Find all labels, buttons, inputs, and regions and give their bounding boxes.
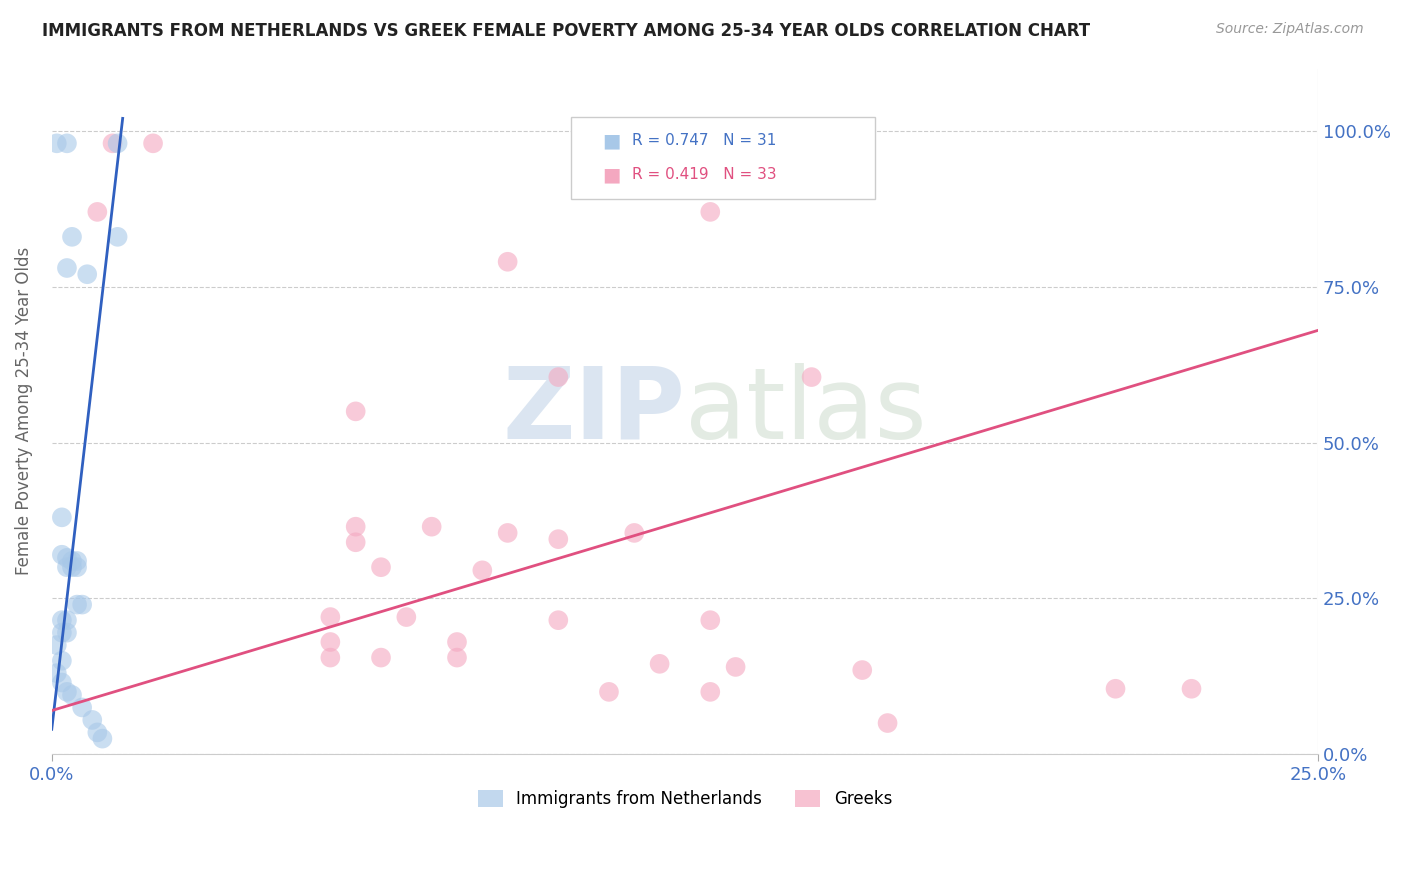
Point: [56, 625, 79, 640]
FancyBboxPatch shape: [571, 117, 875, 199]
Point: [142, 136, 165, 151]
Point: [699, 685, 721, 699]
Point: [70, 700, 93, 714]
Point: [56, 550, 79, 565]
Point: [547, 532, 569, 546]
Point: [66, 598, 89, 612]
Point: [82, 713, 104, 727]
Point: [60, 688, 83, 702]
Point: [86, 205, 108, 219]
Text: R = 0.747   N = 31: R = 0.747 N = 31: [631, 133, 776, 148]
Point: [446, 650, 468, 665]
Point: [51, 510, 73, 524]
Point: [66, 560, 89, 574]
Point: [319, 610, 342, 624]
Point: [56, 685, 79, 699]
Point: [319, 650, 342, 665]
Point: [395, 610, 418, 624]
Point: [56, 560, 79, 574]
Point: [344, 519, 367, 533]
Text: atlas: atlas: [685, 363, 927, 460]
Point: [496, 525, 519, 540]
Point: [107, 229, 129, 244]
Point: [1104, 681, 1126, 696]
Point: [51, 675, 73, 690]
Point: [319, 635, 342, 649]
Point: [598, 685, 620, 699]
Point: [1180, 681, 1202, 696]
Point: [547, 613, 569, 627]
Point: [648, 657, 671, 671]
Point: [51, 625, 73, 640]
Point: [370, 650, 392, 665]
Point: [420, 519, 443, 533]
Text: ZIP: ZIP: [502, 363, 685, 460]
Point: [45, 638, 67, 652]
Point: [800, 370, 823, 384]
Point: [344, 535, 367, 549]
Point: [45, 666, 67, 681]
Point: [699, 613, 721, 627]
Point: [45, 136, 67, 151]
Point: [107, 136, 129, 151]
Text: IMMIGRANTS FROM NETHERLANDS VS GREEK FEMALE POVERTY AMONG 25-34 YEAR OLDS CORREL: IMMIGRANTS FROM NETHERLANDS VS GREEK FEM…: [42, 22, 1090, 40]
Point: [51, 548, 73, 562]
Text: ■: ■: [603, 131, 621, 150]
Point: [851, 663, 873, 677]
Point: [76, 267, 98, 281]
Point: [51, 654, 73, 668]
Y-axis label: Female Poverty Among 25-34 Year Olds: Female Poverty Among 25-34 Year Olds: [15, 247, 32, 575]
Point: [876, 716, 898, 731]
Point: [70, 598, 93, 612]
Point: [56, 136, 79, 151]
Point: [56, 613, 79, 627]
Text: R = 0.419   N = 33: R = 0.419 N = 33: [631, 168, 776, 182]
Point: [101, 136, 124, 151]
Point: [344, 404, 367, 418]
Text: ■: ■: [603, 165, 621, 185]
Point: [724, 660, 747, 674]
Point: [60, 229, 83, 244]
Point: [496, 254, 519, 268]
Point: [471, 563, 494, 577]
Point: [370, 560, 392, 574]
Legend: Immigrants from Netherlands, Greeks: Immigrants from Netherlands, Greeks: [471, 783, 898, 814]
Point: [547, 370, 569, 384]
Point: [446, 635, 468, 649]
Point: [60, 560, 83, 574]
Point: [60, 554, 83, 568]
Point: [56, 260, 79, 275]
Point: [86, 725, 108, 739]
Point: [66, 554, 89, 568]
Point: [51, 613, 73, 627]
Point: [623, 525, 645, 540]
Point: [699, 205, 721, 219]
Point: [91, 731, 114, 746]
Text: Source: ZipAtlas.com: Source: ZipAtlas.com: [1216, 22, 1364, 37]
